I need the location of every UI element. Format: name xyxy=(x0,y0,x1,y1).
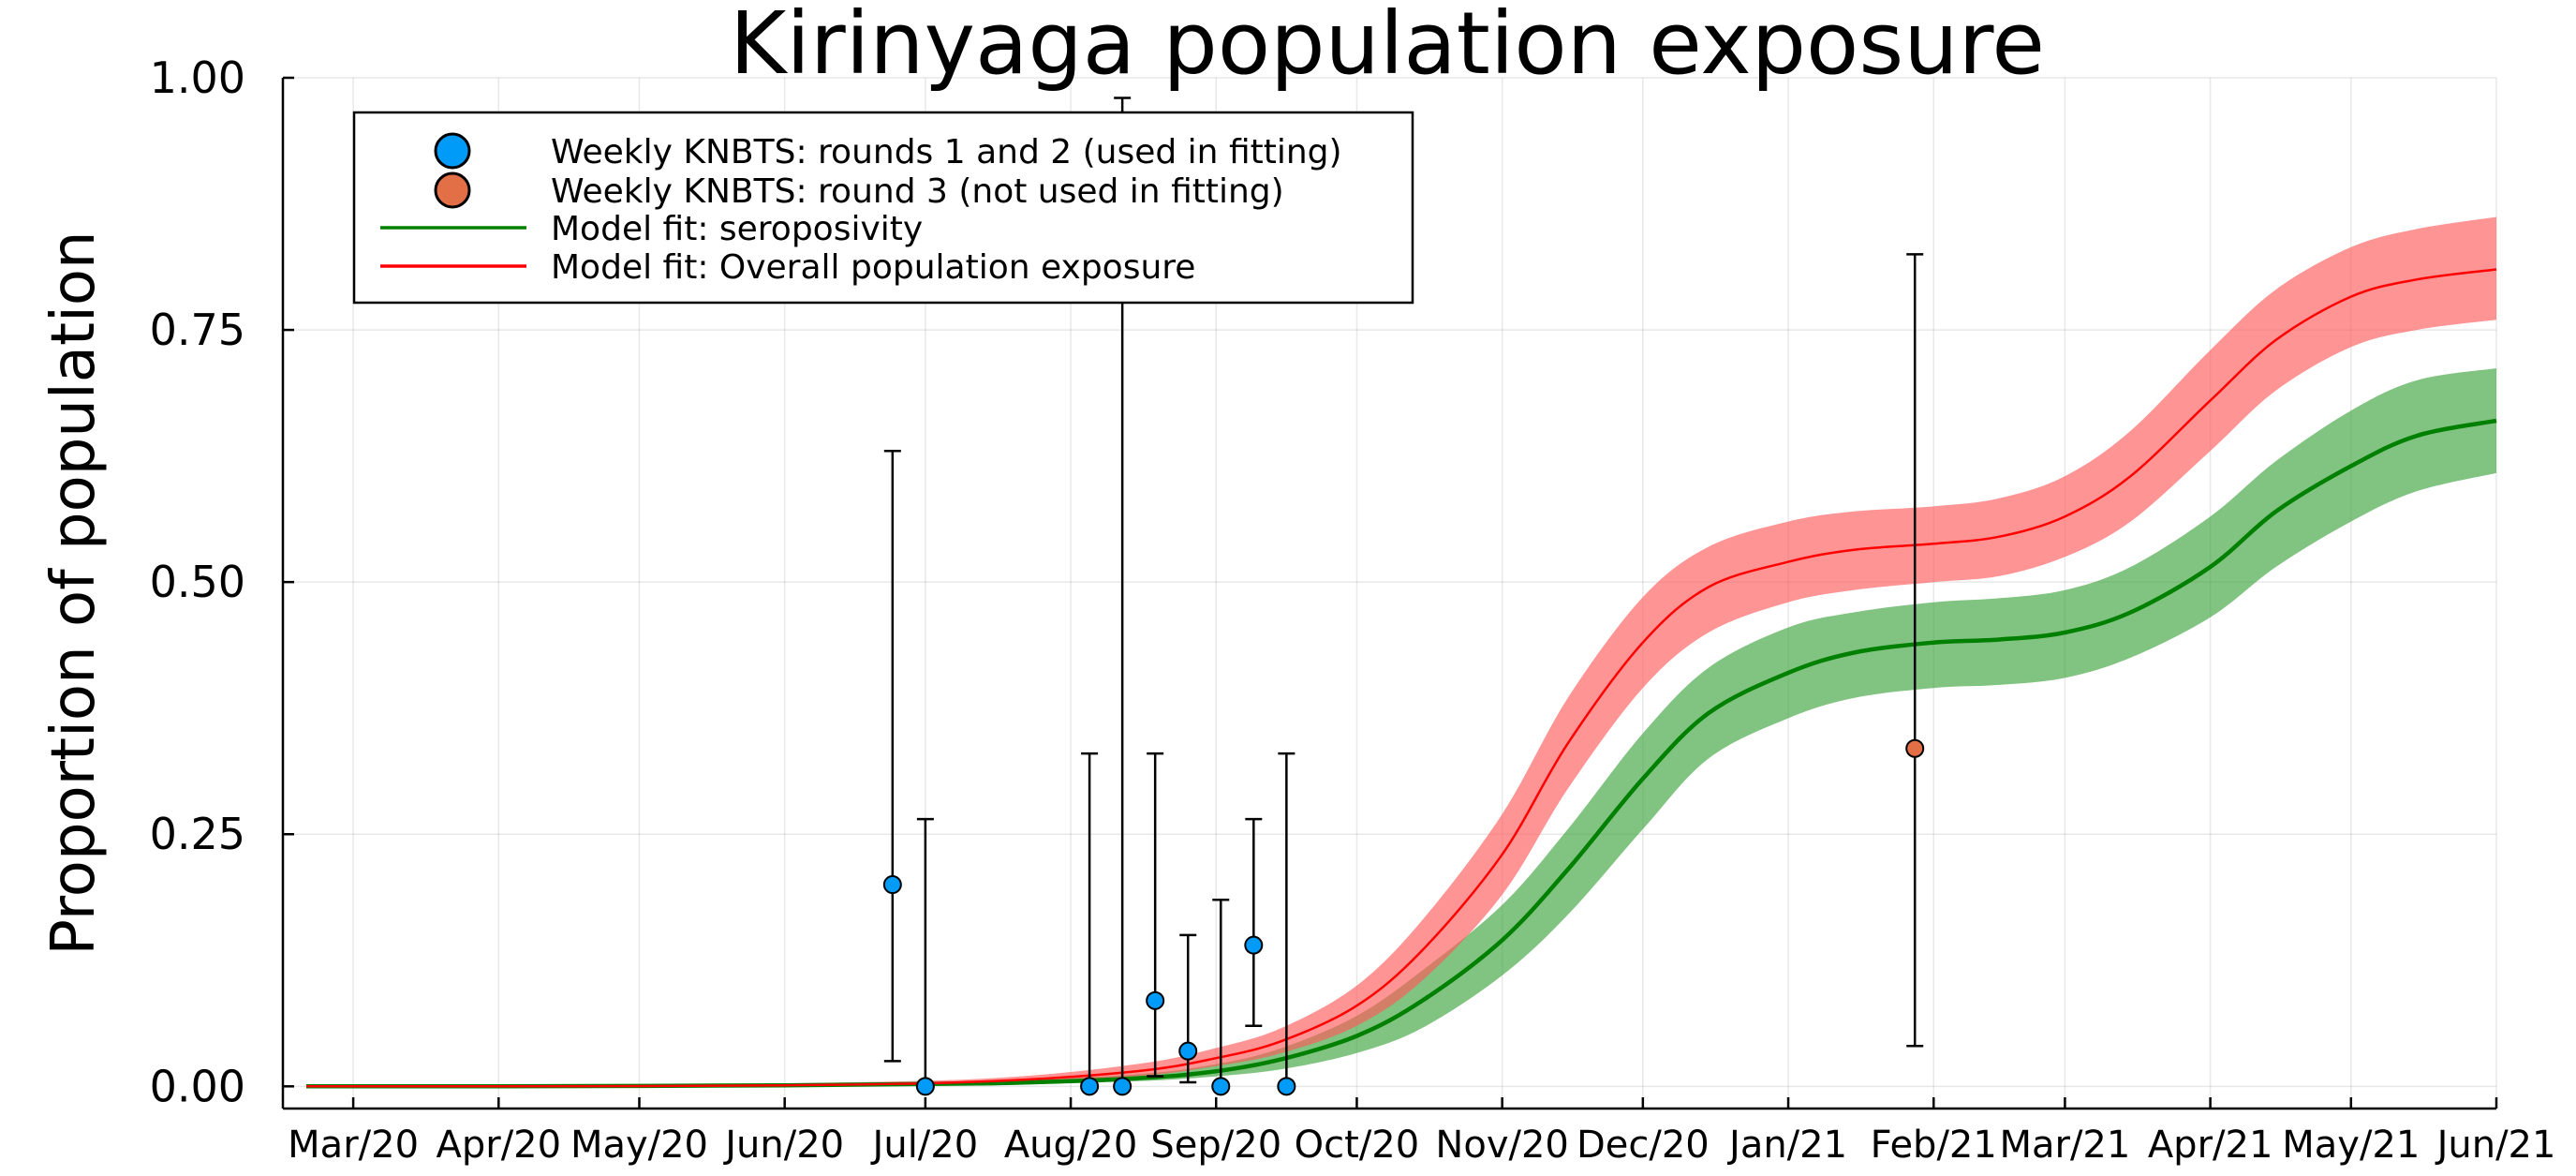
series-0-errorbar-7 xyxy=(1245,817,1263,1027)
series-0-point-7 xyxy=(1244,935,1264,955)
series-0-errorbar-0 xyxy=(883,449,901,1063)
series-0-point-3 xyxy=(1113,1077,1133,1096)
x-tick-label: Jun/21 xyxy=(2435,1124,2556,1167)
y-tick-label: 0.75 xyxy=(150,305,245,355)
x-tick-label: Nov/20 xyxy=(1435,1124,1568,1167)
series-1-point-0 xyxy=(1905,738,1925,758)
y-tick-label: 0.50 xyxy=(150,557,245,607)
data-points xyxy=(882,738,1925,1096)
y-axis-label: Proportion of population xyxy=(39,231,109,955)
ticks: Mar/20 Apr/20 May/20 Jun/20 Jul/20 Aug/20 Sep/… xyxy=(150,52,2556,1167)
confidence-bands xyxy=(306,216,2496,1087)
legend-label-2: Model fit: seroposivity xyxy=(551,210,923,248)
series-2-line xyxy=(305,418,2497,1089)
y-tick-label: 1.00 xyxy=(150,52,245,103)
x-tick-label: Oct/20 xyxy=(1295,1124,1420,1167)
y-tick-label: 0.00 xyxy=(150,1061,245,1111)
axes xyxy=(281,78,2496,1110)
x-tick-label: Jan/21 xyxy=(1726,1124,1847,1167)
error-bars xyxy=(883,97,1924,1088)
legend-label-0: Weekly KNBTS: rounds 1 and 2 (used in fi… xyxy=(551,133,1342,171)
x-tick-label: Apr/20 xyxy=(437,1124,562,1167)
x-tick-label: Jul/20 xyxy=(870,1124,979,1167)
x-tick-label: Dec/20 xyxy=(1577,1124,1710,1167)
x-tick-label: Mar/21 xyxy=(1999,1124,2130,1167)
x-tick-label: Aug/20 xyxy=(1004,1124,1137,1167)
legend: Weekly KNBTS: rounds 1 and 2 (used in fi… xyxy=(352,111,1414,305)
series-0-point-4 xyxy=(1146,990,1165,1010)
x-tick-label: Jun/20 xyxy=(722,1124,844,1167)
y-tick-label: 0.25 xyxy=(150,809,245,859)
legend-marker-1 xyxy=(434,171,471,209)
series-3-band xyxy=(306,216,2496,1087)
series-0-point-8 xyxy=(1277,1077,1296,1096)
series-0-point-2 xyxy=(1080,1077,1100,1096)
chart-title: Kirinyaga population exposure xyxy=(730,0,2045,94)
x-tick-label: May/21 xyxy=(2282,1124,2420,1167)
x-tick-label: Feb/21 xyxy=(1871,1124,1997,1167)
model-lines xyxy=(305,268,2497,1089)
legend-marker-0 xyxy=(434,132,471,170)
x-tick-label: Apr/21 xyxy=(2148,1124,2273,1167)
series-3-line xyxy=(305,268,2497,1088)
series-0-point-5 xyxy=(1178,1041,1198,1061)
series-1-errorbar-0 xyxy=(1906,253,1924,1048)
series-0-point-6 xyxy=(1211,1077,1231,1096)
series-0-errorbar-4 xyxy=(1147,752,1164,1078)
legend-box xyxy=(352,111,1414,305)
legend-label-1: Weekly KNBTS: round 3 (not used in fitti… xyxy=(551,172,1284,211)
series-0-point-0 xyxy=(882,875,902,895)
x-tick-label: Sep/20 xyxy=(1150,1124,1281,1167)
legend-items: Weekly KNBTS: rounds 1 and 2 (used in fi… xyxy=(380,132,1342,287)
legend-label-3: Model fit: Overall population exposure xyxy=(551,248,1195,287)
x-tick-label: Mar/20 xyxy=(288,1124,419,1167)
x-tick-label: May/20 xyxy=(570,1124,708,1167)
series-0-point-1 xyxy=(915,1077,935,1096)
